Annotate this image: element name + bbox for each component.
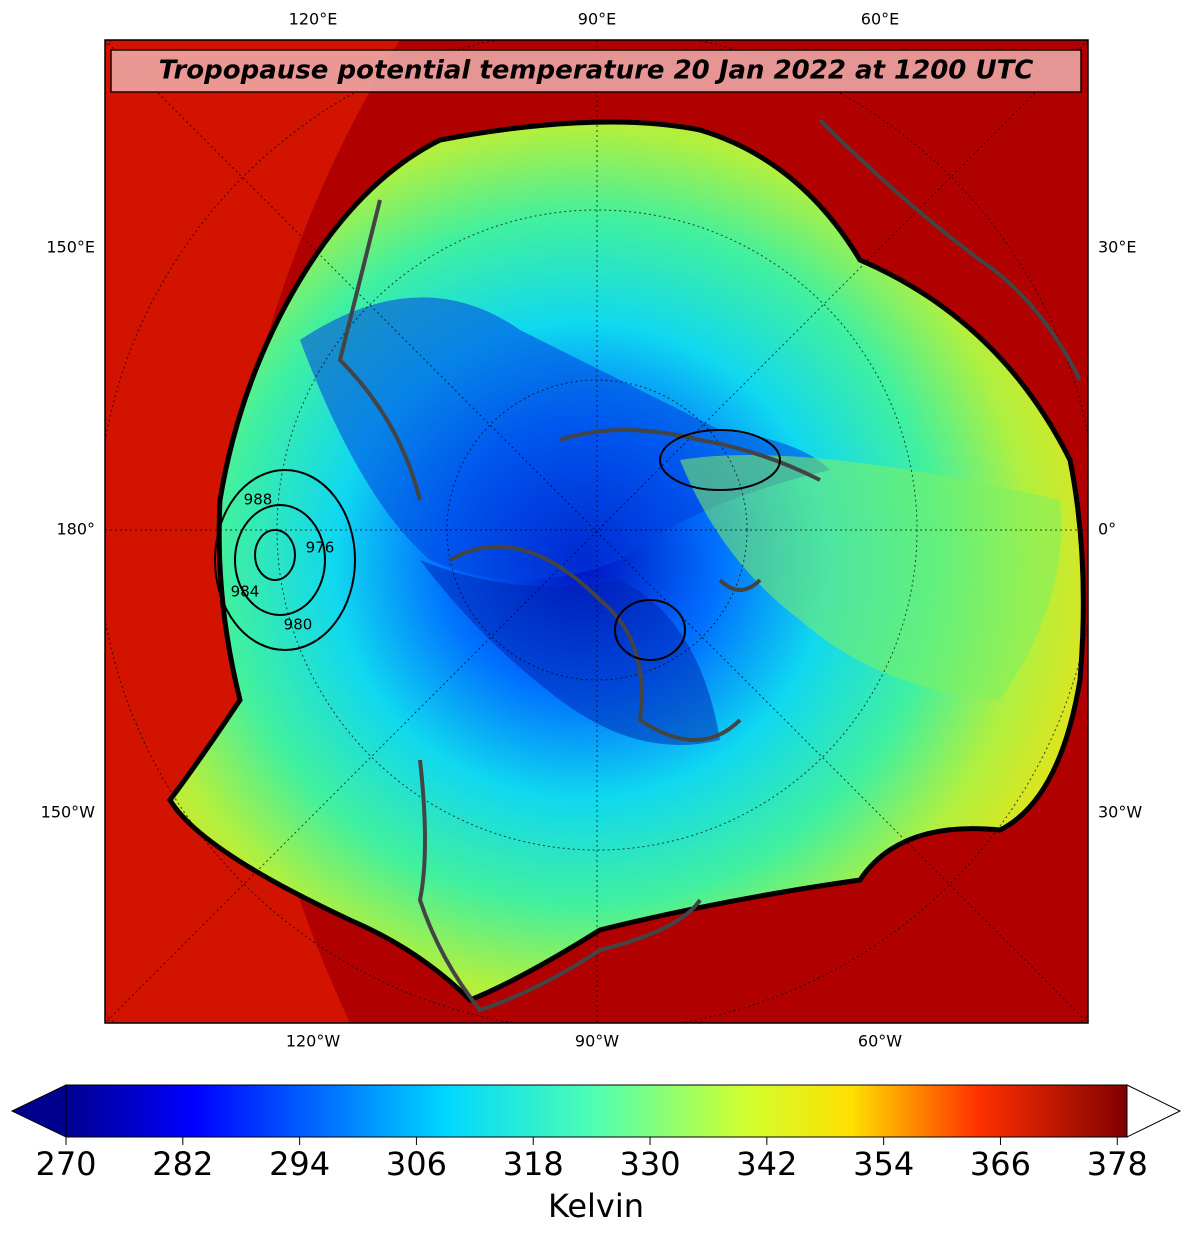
lat-label: 30°E	[1098, 238, 1136, 257]
lat-label: 180°	[56, 520, 95, 539]
warm-ridge	[680, 455, 1062, 700]
colorbar-label: Kelvin	[548, 1187, 644, 1225]
lat-label: 30°W	[1098, 803, 1142, 822]
coastlines	[337, 118, 1082, 1013]
colorbar-extend-low	[10, 1084, 67, 1138]
lon-label: 90°W	[575, 1032, 619, 1051]
colorbar-tick-label: 294	[269, 1145, 330, 1183]
pressure-contours	[214, 429, 781, 661]
colorbar-tick-label: 282	[152, 1145, 213, 1183]
lat-label: 150°W	[41, 803, 96, 822]
colorbar-tick-label: 318	[503, 1145, 564, 1183]
lon-label: 90°E	[578, 10, 616, 29]
warm-band	[105, 40, 400, 1023]
colorbar-tick-label: 306	[386, 1145, 447, 1183]
colorbar-tick-label: 270	[35, 1145, 96, 1183]
map-frame	[104, 39, 1089, 1024]
contour-label: 980	[284, 616, 313, 634]
lon-label: 120°E	[289, 10, 338, 29]
colorbar-tick-label: 366	[970, 1145, 1031, 1183]
cold-core	[420, 560, 720, 745]
title: Tropopause potential temperature 20 Jan …	[159, 56, 1034, 86]
colorbar-gradient	[66, 1085, 1127, 1137]
colorbar-tick-label: 354	[853, 1145, 914, 1183]
lon-label: 60°E	[861, 10, 899, 29]
lat-label: 150°E	[46, 238, 95, 257]
contour-label: 984	[231, 583, 260, 601]
lat-label: 0°	[1098, 520, 1116, 539]
colorbar-frame	[65, 1084, 1128, 1138]
lon-label: 60°W	[858, 1032, 902, 1051]
title-box	[110, 49, 1082, 93]
colorbar: Kelvin	[10, 1084, 1182, 1225]
contour-label: 988	[244, 491, 273, 509]
colorbar-tick-label: 378	[1087, 1145, 1148, 1183]
colorbar-tick-label: 330	[619, 1145, 680, 1183]
lon-label: 120°W	[286, 1032, 341, 1051]
colorbar-extend-high	[1126, 1084, 1182, 1138]
colorbar-tick-label: 342	[736, 1145, 797, 1183]
contour-label: 976	[306, 539, 335, 557]
